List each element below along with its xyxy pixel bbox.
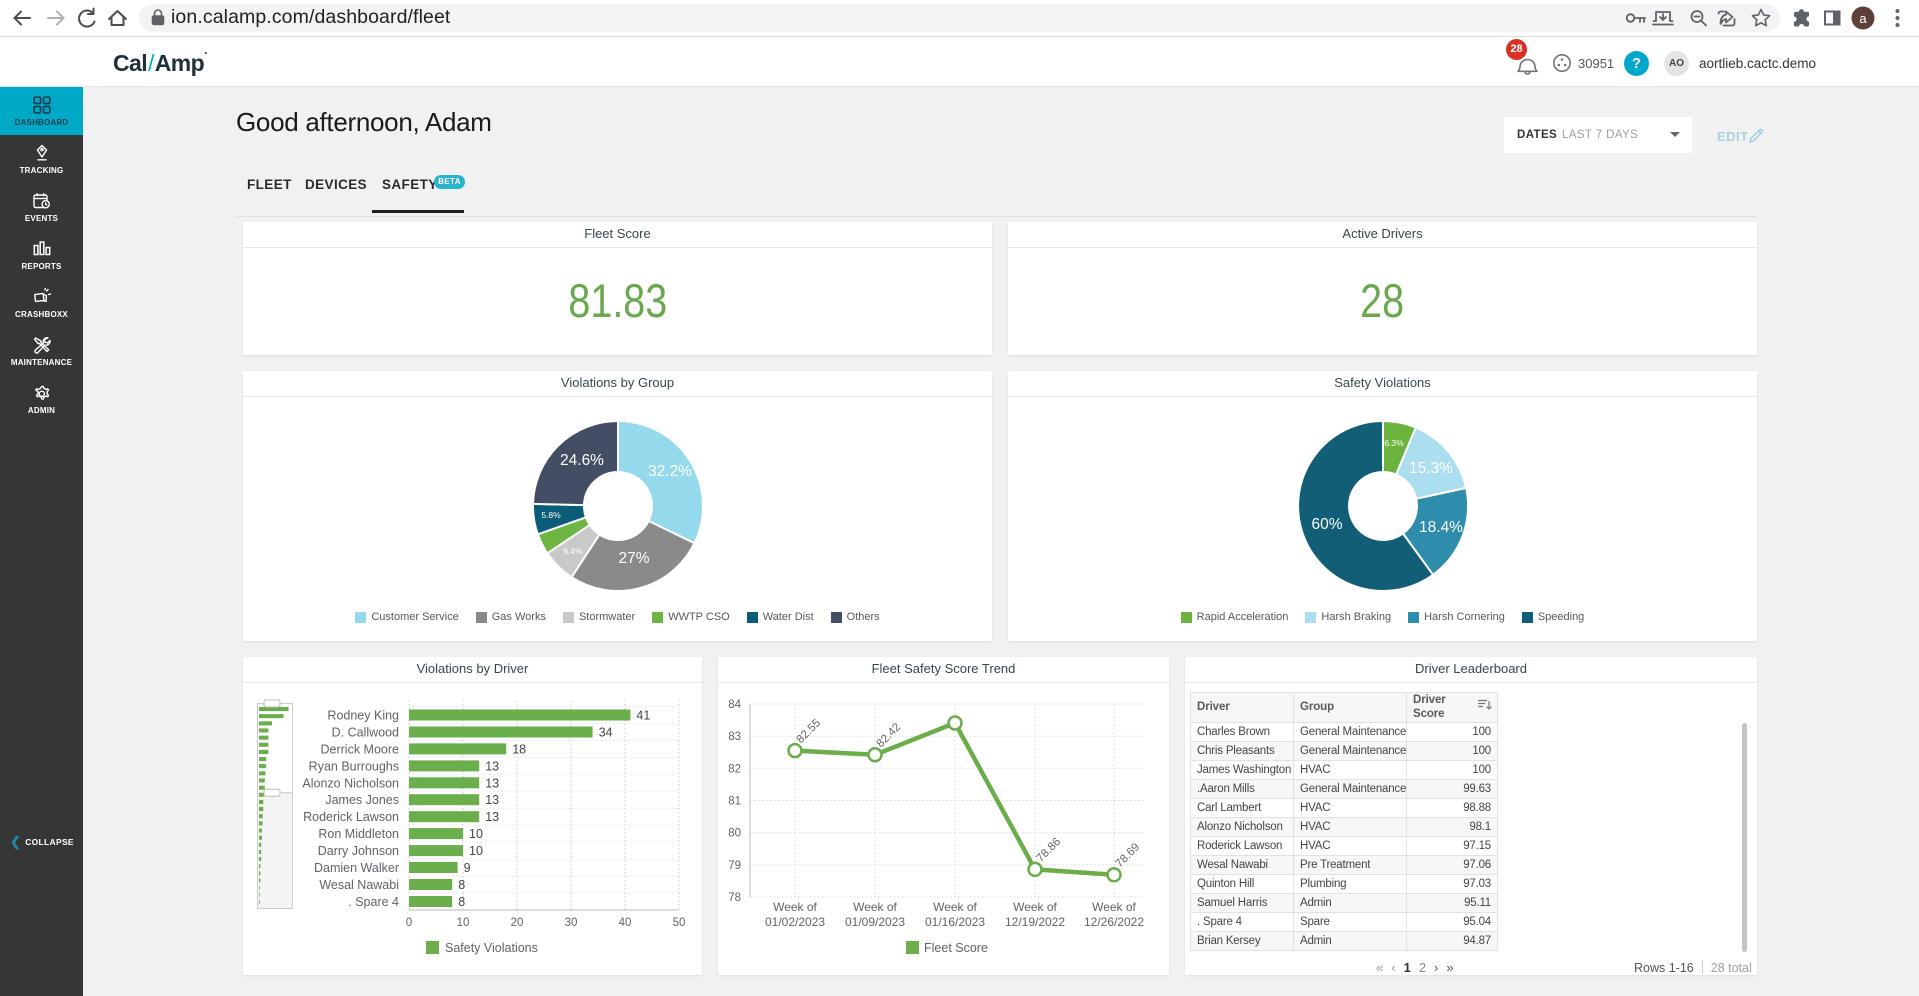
svg-text:a: a <box>1859 11 1867 26</box>
